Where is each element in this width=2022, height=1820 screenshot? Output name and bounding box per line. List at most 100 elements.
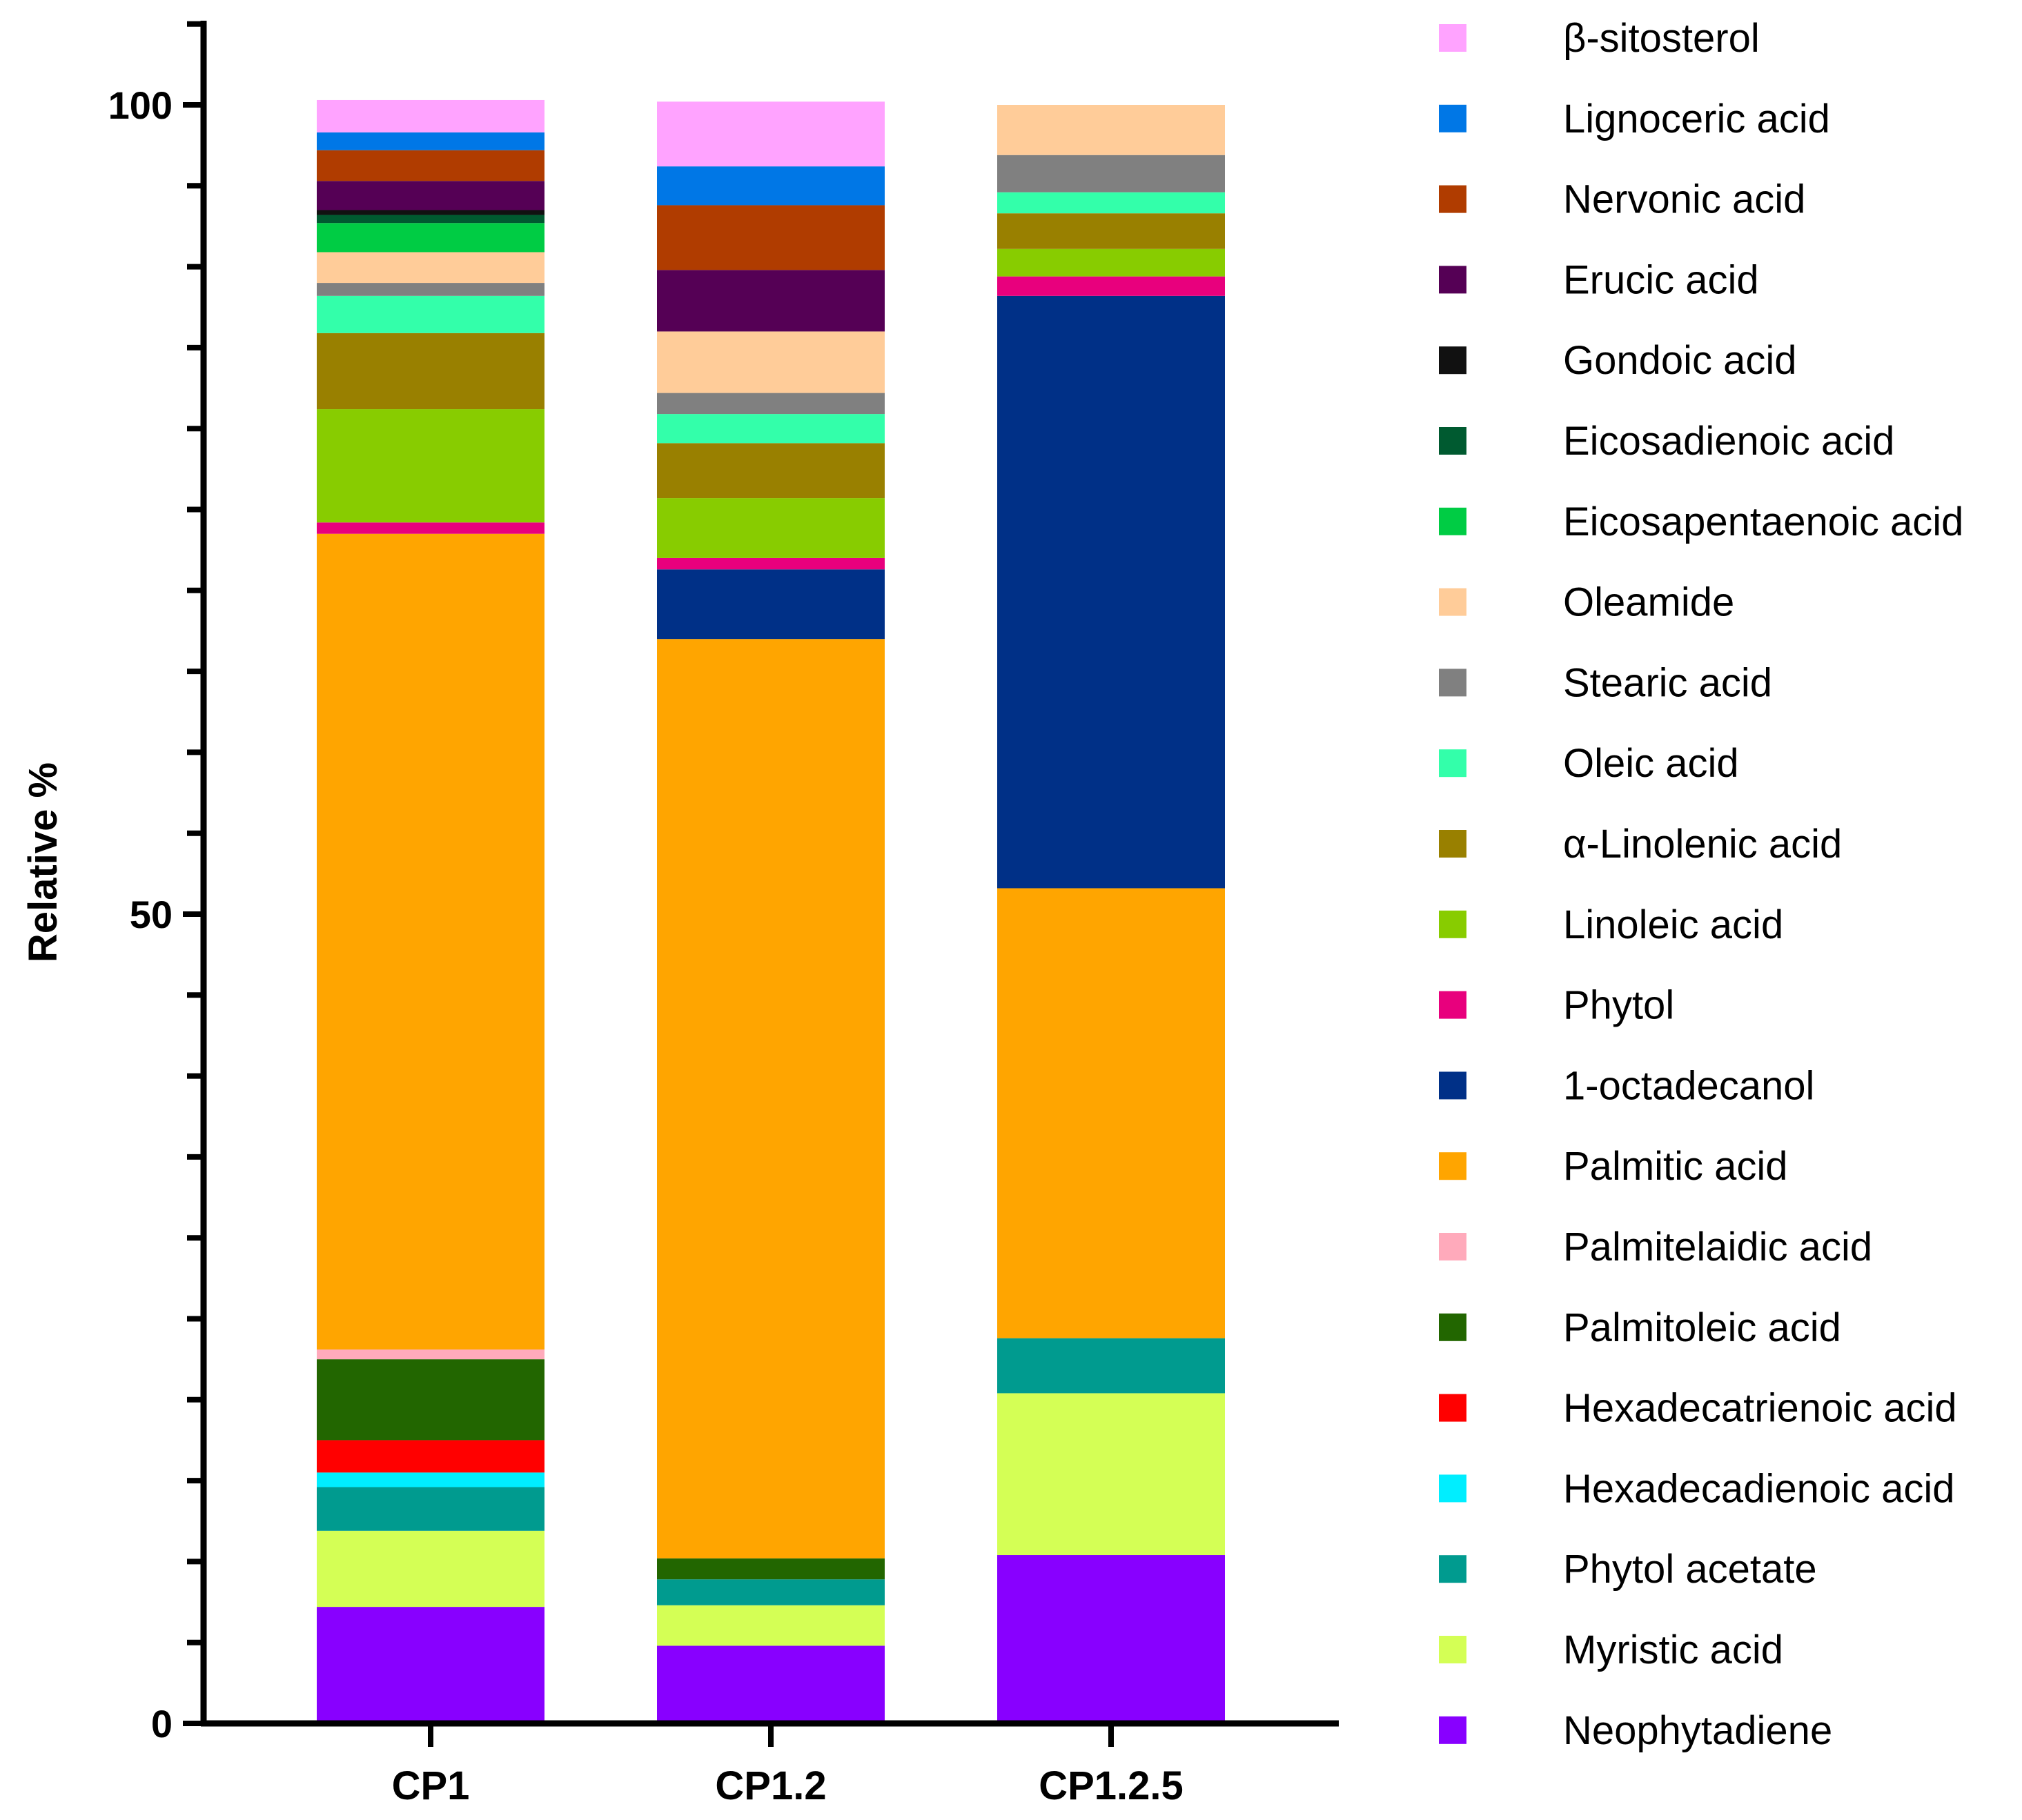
- bar-segment-cp1-2-oleic-acid: [657, 414, 885, 444]
- bar-segment-cp1-2-5-palmitic-acid: [997, 888, 1225, 1338]
- legend-swatch-eicosapentaenoic-acid: [1439, 507, 1466, 535]
- legend-swatch-myristic-acid: [1439, 1636, 1466, 1663]
- legend-label-stearic-acid: Stearic acid: [1563, 660, 1772, 705]
- legend-swatch-palmitic-acid: [1439, 1152, 1466, 1180]
- legend-label-hexadecatrienoic-acid: Hexadecatrienoic acid: [1563, 1386, 1957, 1431]
- legend-swatch-lignoceric-acid: [1439, 104, 1466, 132]
- bar-segment-cp1-eicosadienoic-acid: [317, 215, 544, 224]
- bar-segment-cp1-2-5-linoleic-acid: [997, 248, 1225, 277]
- bar-segment-cp1-lignoceric-acid: [317, 132, 544, 150]
- legend-label-sitosterol: β-sitosterol: [1563, 16, 1760, 61]
- legend-swatch-nervonic-acid: [1439, 185, 1466, 213]
- bar-segment-cp1-2-phytol-acetate: [657, 1579, 885, 1605]
- legend-swatch-phytol-acetate: [1439, 1555, 1466, 1583]
- legend-label-nervonic-acid: Nervonic acid: [1563, 177, 1805, 222]
- bar-segment-cp1-stearic-acid: [317, 283, 544, 296]
- legend-label-lignoceric-acid: Lignoceric acid: [1563, 97, 1830, 141]
- legend-label-myristic-acid: Myristic acid: [1563, 1628, 1783, 1672]
- bar-segment-cp1-erucic-acid: [317, 181, 544, 210]
- bar-segment-cp1-2-5-linolenic-acid: [997, 213, 1225, 249]
- legend-swatch-eicosadienoic-acid: [1439, 427, 1466, 455]
- legend-swatch-linolenic-acid: [1439, 830, 1466, 858]
- bar-segment-cp1-2-phytol: [657, 557, 885, 570]
- bar-segment-cp1-palmitic-acid: [317, 533, 544, 1350]
- bar-segment-cp1-2-5-stearic-acid: [997, 155, 1225, 192]
- legend-label-oleamide: Oleamide: [1563, 580, 1734, 625]
- legend-label-phytol: Phytol: [1563, 983, 1674, 1028]
- bar-segment-cp1-oleamide: [317, 252, 544, 284]
- bar-segment-cp1-palmitoleic-acid: [317, 1359, 544, 1441]
- legend-label-oleic-acid: Oleic acid: [1563, 741, 1739, 786]
- y-tick-label-50: 50: [130, 893, 173, 936]
- bar-segment-cp1-myristic-acid: [317, 1530, 544, 1608]
- bar-segment-cp1-hexadecadienoic-acid: [317, 1472, 544, 1487]
- bar-segment-cp1-2-5-myristic-acid: [997, 1393, 1225, 1556]
- legend-swatch-hexadecadienoic-acid: [1439, 1474, 1466, 1503]
- legend-swatch-oleic-acid: [1439, 749, 1466, 778]
- legend-label-linoleic-acid: Linoleic acid: [1563, 902, 1783, 947]
- bar-segment-cp1-phytol: [317, 522, 544, 534]
- legend-label-palmitic-acid: Palmitic acid: [1563, 1144, 1788, 1189]
- bar-segment-cp1-nervonic-acid: [317, 150, 544, 181]
- legend-label-erucic-acid: Erucic acid: [1563, 257, 1759, 302]
- legend-swatch-erucic-acid: [1439, 266, 1466, 294]
- bar-segment-cp1-linoleic-acid: [317, 409, 544, 523]
- legend-swatch-neophytadiene: [1439, 1716, 1466, 1744]
- legend-label-1-octadecanol: 1-octadecanol: [1563, 1063, 1814, 1108]
- bar-segment-cp1-2-sitosterol: [657, 101, 885, 167]
- legend-label-gondoic-acid: Gondoic acid: [1563, 338, 1797, 383]
- bar-segment-cp1-2-myristic-acid: [657, 1605, 885, 1646]
- bar-segment-cp1-2-5-phytol-acetate: [997, 1338, 1225, 1394]
- bar-segment-cp1-2-erucic-acid: [657, 270, 885, 332]
- bar-segment-cp1-2-palmitoleic-acid: [657, 1558, 885, 1580]
- y-tick-label-100: 100: [108, 83, 173, 127]
- legend-label-eicosadienoic-acid: Eicosadienoic acid: [1563, 419, 1894, 464]
- bar-segment-cp1-2-oleamide: [657, 331, 885, 393]
- legend-label-linolenic-acid: α-Linolenic acid: [1563, 822, 1842, 867]
- bar-segment-cp1-2-stearic-acid: [657, 393, 885, 415]
- legend: β-sitosterol Lignoceric acid Nervonic acid…: [1439, 16, 1963, 1753]
- bar-segment-cp1-gondoic-acid: [317, 210, 544, 215]
- legend-label-eicosapentaenoic-acid: Eicosapentaenoic acid: [1563, 499, 1963, 544]
- legend-label-hexadecadienoic-acid: Hexadecadienoic acid: [1563, 1466, 1954, 1511]
- legend-swatch-phytol: [1439, 991, 1466, 1019]
- bar-segment-cp1-neophytadiene: [317, 1607, 544, 1723]
- bar-segment-cp1-2-5-phytol: [997, 276, 1225, 296]
- legend-swatch-stearic-acid: [1439, 669, 1466, 697]
- legend-swatch-gondoic-acid: [1439, 346, 1466, 375]
- bar-segment-cp1-sitosterol: [317, 99, 544, 132]
- y-tick-label-0: 0: [151, 1702, 173, 1745]
- bars-layer: [317, 99, 1225, 1723]
- legend-swatch-linoleic-acid: [1439, 910, 1466, 938]
- legend-label-phytol-acetate: Phytol acetate: [1563, 1547, 1817, 1592]
- bar-segment-cp1-palmitelaidic-acid: [317, 1349, 544, 1360]
- bar-segment-cp1-hexadecatrienoic-acid: [317, 1440, 544, 1473]
- x-tick-label-cp1-2: CP1.2: [715, 1763, 826, 1808]
- legend-swatch-palmitelaidic-acid: [1439, 1233, 1466, 1260]
- bar-segment-cp1-2-1-octadecanol: [657, 569, 885, 640]
- bar-segment-cp1-eicosapentaenoic-acid: [317, 223, 544, 253]
- bar-segment-cp1-linolenic-acid: [317, 333, 544, 410]
- legend-label-neophytadiene: Neophytadiene: [1563, 1708, 1832, 1753]
- legend-swatch-hexadecatrienoic-acid: [1439, 1394, 1466, 1422]
- legend-label-palmitoleic-acid: Palmitoleic acid: [1563, 1305, 1841, 1350]
- y-axis-title: Relative %: [21, 762, 66, 962]
- legend-swatch-1-octadecanol: [1439, 1071, 1466, 1100]
- x-tick-label-cp1-2-5: CP1.2.5: [1039, 1763, 1184, 1808]
- bar-segment-cp1-2-palmitic-acid: [657, 639, 885, 1559]
- bar-segment-cp1-2-lignoceric-acid: [657, 166, 885, 206]
- legend-swatch-palmitoleic-acid: [1439, 1313, 1466, 1341]
- legend-swatch-oleamide: [1439, 588, 1466, 616]
- legend-swatch-sitosterol: [1439, 24, 1466, 52]
- bar-segment-cp1-2-linolenic-acid: [657, 443, 885, 499]
- bar-segment-cp1-2-5-neophytadiene: [997, 1555, 1225, 1723]
- bar-segment-cp1-oleic-acid: [317, 295, 544, 333]
- x-tick-label-cp1: CP1: [392, 1763, 470, 1808]
- legend-label-palmitelaidic-acid: Palmitelaidic acid: [1563, 1225, 1872, 1269]
- bar-segment-cp1-2-5-1-octadecanol: [997, 295, 1225, 889]
- bar-segment-cp1-2-nervonic-acid: [657, 205, 885, 270]
- bar-segment-cp1-2-neophytadiene: [657, 1645, 885, 1723]
- bar-segment-cp1-2-5-oleic-acid: [997, 192, 1225, 214]
